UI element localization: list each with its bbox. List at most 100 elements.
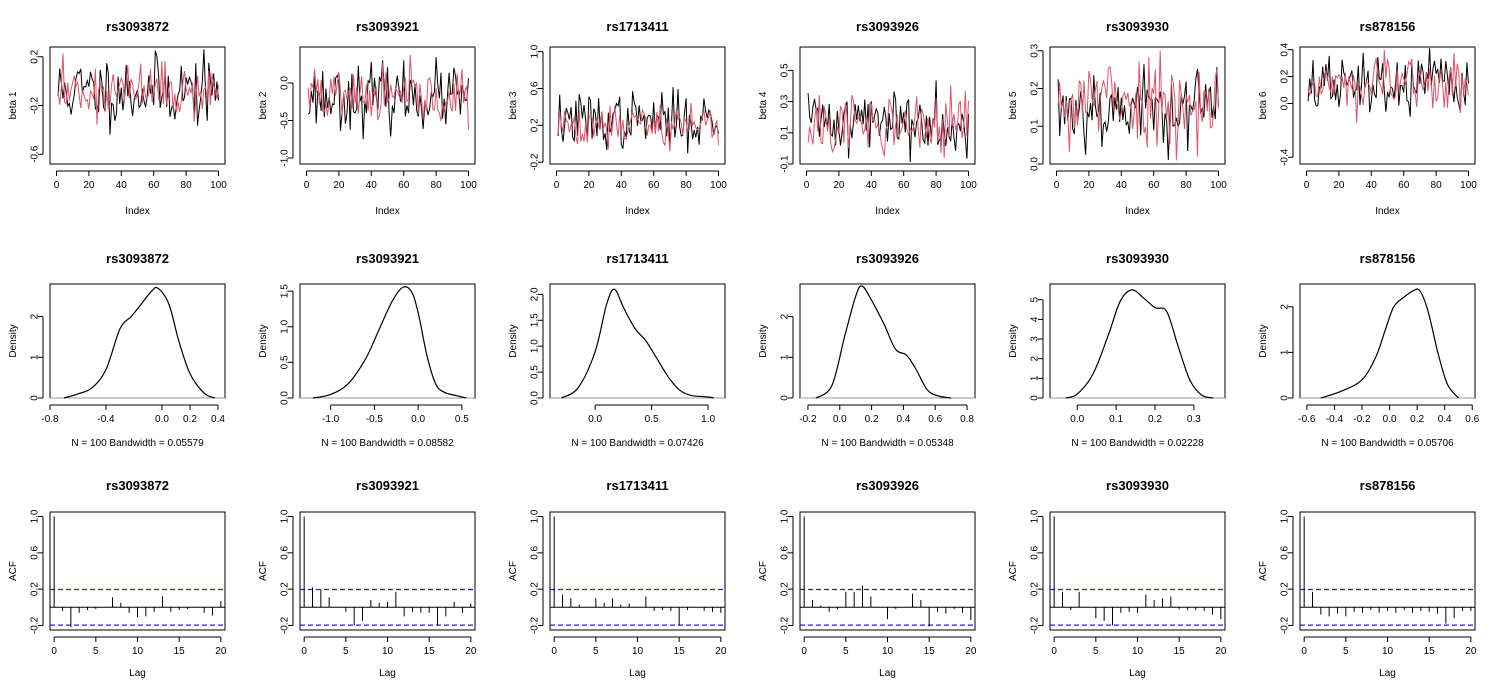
trace-ylabel: beta 3 <box>508 91 519 119</box>
trace-x-tick-label: 20 <box>1333 180 1345 191</box>
acf-panel-rs1713411: rs1713411 0 5 10 15 20 -0.2 0.2 0.6 1.0 Lag ACF <box>508 478 727 679</box>
trace-x-tick-label: 80 <box>681 180 693 191</box>
density-y-tick-label: 1.0 <box>530 339 541 353</box>
acf-x-tick-label: 0 <box>1051 646 1057 657</box>
trace-y-tick-label: -0.6 <box>30 145 41 163</box>
trace-panel-rs878156: rs878156 0 20 40 60 80 100 -0.4 0.0 0.2 0.4 Index be… <box>1258 19 1477 217</box>
density-x-tick-label: -0.2 <box>1353 414 1371 425</box>
trace-ylabel: beta 4 <box>758 91 769 119</box>
trace-x-tick-label: 60 <box>898 180 910 191</box>
density-x-tick-label: -0.5 <box>366 414 384 425</box>
acf-y-tick-label: -0.2 <box>530 616 541 634</box>
trace-x-tick-label: 40 <box>616 180 628 191</box>
density-curve <box>63 286 216 399</box>
trace-x-tick-label: 100 <box>1460 180 1477 191</box>
acf-x-tick-label: 5 <box>1343 646 1349 657</box>
acf-panel-rs3093926: rs3093926 0 5 10 15 20 -0.2 0.2 0.6 1.0 Lag ACF <box>758 478 977 679</box>
acf-x-tick-label: 20 <box>1215 646 1227 657</box>
trace-plot-frame <box>1049 46 1226 165</box>
acf-x-tick-label: 15 <box>1174 646 1186 657</box>
density-y-tick-label: 1 <box>780 354 791 360</box>
density-plot-frame <box>299 283 476 399</box>
trace-x-tick-label: 100 <box>960 180 977 191</box>
acf-y-tick-label: 0.2 <box>280 582 291 596</box>
acf-y-tick-label: 1.0 <box>780 509 791 523</box>
acf-ylabel: ACF <box>758 561 769 581</box>
density-plot-frame <box>1049 283 1226 399</box>
density-title: rs878156 <box>1360 251 1416 266</box>
acf-x-tick-label: 10 <box>382 646 394 657</box>
acf-x-tick-label: 10 <box>882 646 894 657</box>
density-x-tick-label: -0.8 <box>41 414 59 425</box>
acf-xlabel: Lag <box>129 668 146 679</box>
trace-title: rs3093926 <box>856 19 919 34</box>
trace-title: rs3093921 <box>356 19 419 34</box>
trace-x-tick-label: 0 <box>804 180 810 191</box>
density-ylabel: Density <box>758 324 769 357</box>
acf-xlabel: Lag <box>379 668 396 679</box>
trace-x-tick-label: 40 <box>1366 180 1378 191</box>
trace-y-tick-label: 0.3 <box>780 94 791 108</box>
acf-plot-frame <box>1299 511 1476 631</box>
acf-ylabel: ACF <box>1258 561 1269 581</box>
acf-x-tick-label: 10 <box>632 646 644 657</box>
trace-ylabel: beta 1 <box>8 91 19 119</box>
trace-x-tick-label: 80 <box>1181 180 1193 191</box>
density-y-tick-label: 1 <box>1280 349 1291 355</box>
acf-y-tick-label: 0.6 <box>30 545 41 559</box>
acf-y-tick-label: -0.2 <box>1280 616 1291 634</box>
acf-x-tick-label: 15 <box>674 646 686 657</box>
trace-y-tick-label: 0.6 <box>530 81 541 95</box>
density-panel-rs3093930: rs3093930 0.0 0.1 0.2 0.3 0 1 2 3 4 5 N = 100 Bandw… <box>1008 251 1226 449</box>
trace-xlabel: Index <box>375 206 399 217</box>
acf-x-tick-label: 20 <box>715 646 727 657</box>
trace-title: rs1713411 <box>606 19 668 34</box>
density-x-tick-label: -0.2 <box>799 414 817 425</box>
trace-x-tick-label: 80 <box>931 180 943 191</box>
density-curve <box>815 285 952 399</box>
trace-xlabel: Index <box>875 206 899 217</box>
density-x-tick-label: 0.4 <box>896 414 910 425</box>
trace-plot-frame <box>799 46 976 165</box>
trace-x-tick-label: 60 <box>1148 180 1160 191</box>
trace-x-tick-label: 0 <box>554 180 560 191</box>
density-x-tick-label: 0.0 <box>1070 414 1084 425</box>
trace-x-tick-label: 20 <box>833 180 845 191</box>
acf-x-tick-label: 0 <box>1301 646 1307 657</box>
acf-x-tick-label: 5 <box>1093 646 1099 657</box>
density-x-tick-label: 0.5 <box>645 414 659 425</box>
trace-x-tick-label: 100 <box>210 180 227 191</box>
acf-ylabel: ACF <box>258 561 269 581</box>
trace-y-tick-label: 0.0 <box>1280 96 1291 110</box>
acf-title: rs3093872 <box>106 478 169 493</box>
trace-xlabel: Index <box>1375 206 1399 217</box>
trace-series-2 <box>1307 49 1469 123</box>
trace-series-2 <box>1057 50 1219 161</box>
density-y-tick-label: 4 <box>1030 316 1041 322</box>
density-x-tick-label: 0.4 <box>1438 414 1452 425</box>
density-y-tick-label: 0.0 <box>280 391 291 405</box>
density-x-tick-label: 0.2 <box>1148 414 1162 425</box>
trace-x-tick-label: 20 <box>83 180 95 191</box>
acf-xlabel: Lag <box>1379 668 1396 679</box>
density-panel-rs3093872: rs3093872 -0.8 -0.4 0.0 0.2 0.4 0 1 2 N = 100 Ban… <box>8 251 226 449</box>
acf-plot-frame <box>549 511 726 631</box>
acf-y-tick-label: 0.2 <box>780 582 791 596</box>
trace-plot-frame <box>549 46 726 165</box>
acf-y-tick-label: 0.2 <box>1280 582 1291 596</box>
density-x-tick-label: 0.3 <box>1187 414 1201 425</box>
acf-y-tick-label: -0.2 <box>780 616 791 634</box>
density-note: N = 100 Bandwidth = 0.05706 <box>1321 438 1454 449</box>
density-x-tick-label: 0.2 <box>183 414 197 425</box>
acf-title: rs878156 <box>1360 478 1416 493</box>
acf-x-tick-label: 10 <box>1382 646 1394 657</box>
density-x-tick-label: 0.6 <box>928 414 942 425</box>
density-y-tick-label: 1.5 <box>530 313 541 327</box>
acf-xlabel: Lag <box>879 668 896 679</box>
density-ylabel: Density <box>1008 324 1019 357</box>
acf-x-tick-label: 10 <box>132 646 144 657</box>
acf-x-tick-label: 5 <box>593 646 599 657</box>
trace-plot-frame <box>1299 46 1476 165</box>
trace-x-tick-label: 100 <box>1210 180 1227 191</box>
